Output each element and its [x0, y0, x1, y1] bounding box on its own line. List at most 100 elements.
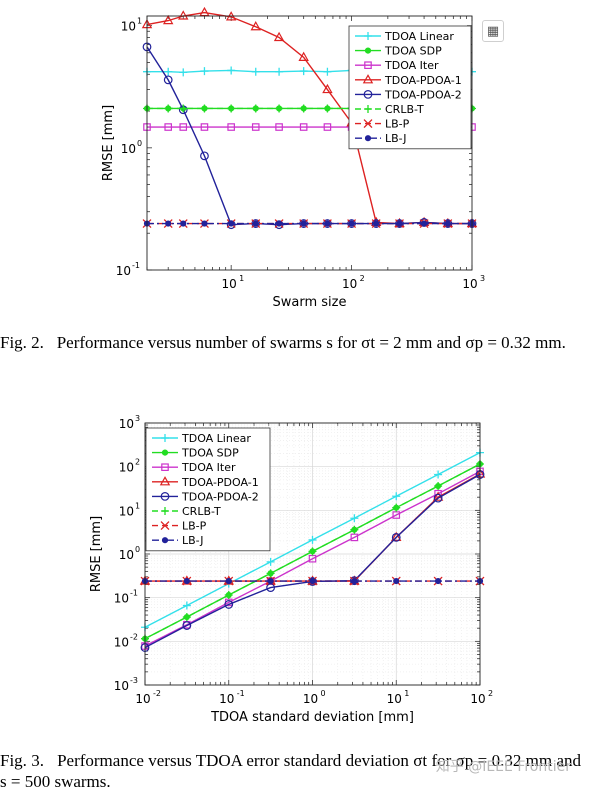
fig3-ytick-exp: -3 [130, 676, 138, 685]
fig2-point-tdoa-linear-8 [323, 67, 332, 76]
caption-fig2: Fig. 2. Performance versus number of swa… [0, 332, 581, 353]
fig2-point-crlb-t-5 [251, 104, 260, 113]
fig2-point-tdoa-pdoa-1-3 [199, 6, 210, 17]
watermark: 知乎 @IEEE Frontier [435, 759, 571, 775]
fig3-point-lb-j-4 [309, 577, 316, 585]
fig2-legend-marker-lb-p [363, 119, 373, 129]
fig2-point-crlb-t-2 [179, 104, 188, 113]
fig2-ylabel: RMSE [mm] [101, 105, 116, 181]
fig2-series-lb-p [142, 219, 477, 229]
fig3-line-crlb-t [144, 463, 481, 640]
fig3-point-tdoa-linear-3 [266, 557, 275, 566]
fig3-legend-marker-tdoa-pdoa-1 [159, 476, 171, 486]
fig2-point-tdoa-pdoa-1-8 [322, 83, 333, 94]
fig2-point-tdoa-iter-5 [251, 123, 260, 131]
fig3-xtick-label: 10 [387, 692, 402, 706]
fig3-ytick-label: 10 [114, 635, 129, 649]
fig2-legend-marker-lb-j [364, 135, 372, 142]
fig3-point-tdoa-pdoa-2-7 [433, 493, 443, 503]
fig3-legend-marker-lb-j [161, 537, 169, 544]
fig3-legend-marker-crlb-t [161, 507, 169, 515]
fig3-legend-label-crlb-t: CRLB-T [182, 505, 221, 518]
fig3-legend-box [145, 427, 271, 552]
fig2-legend-label-tdoa-pdoa-2: TDOA-PDOA-2 [384, 88, 462, 101]
fig2-point-lb-j-10 [373, 220, 380, 227]
fig3-xtick-label: 10 [219, 692, 234, 706]
fig2-ytick-exp: 0 [137, 139, 142, 148]
fig3-series-crlb-t [141, 460, 484, 643]
fig2-point-lb-j-5 [252, 220, 259, 227]
fig3-ytick-label: 10 [114, 592, 129, 606]
fig2-legend-marker-crlb-t [364, 105, 372, 113]
fig3-line-tdoa-iter [144, 470, 481, 647]
fig2-legend-marker-tdoa-pdoa-1 [362, 74, 374, 84]
fig2-point-tdoa-linear-6 [275, 67, 284, 76]
fig2-ytick-label: 10 [121, 142, 136, 156]
fig3-point-tdoa-linear-5 [350, 514, 359, 523]
fig2-point-lb-j-13 [444, 220, 451, 227]
fig3-point-lb-j-2 [225, 577, 232, 585]
fig2-point-crlb-t-1 [164, 104, 173, 113]
fig3-ytick-exp: 0 [135, 545, 140, 554]
fig3-legend-marker-tdoa-pdoa-2 [160, 491, 170, 501]
fig3-xtick-exp: 0 [321, 689, 326, 698]
fig2-tick-labels: 10 1 10 2 10 310 -110 010 1 [116, 17, 485, 291]
fig3-point-crlb-t-4 [308, 547, 317, 556]
fig3-point-crlb-t-3 [266, 569, 275, 578]
fig2-ytick-label: 10 [116, 264, 131, 278]
fig2-point-tdoa-iter-7 [299, 123, 308, 131]
caption-fig3: Fig. 3. Performance versus TDOA error st… [0, 750, 581, 792]
fig2-legend-box [348, 25, 472, 150]
caption-fig2-label: Fig. 2. [0, 333, 44, 352]
fig3-legend-marker-tdoa-sdp [161, 449, 169, 456]
fig3-point-tdoa-pdoa-2-6 [391, 532, 401, 542]
fig3-ytick-exp: 1 [135, 501, 140, 510]
fig3-point-lb-j-5 [351, 577, 358, 585]
fig2-point-tdoa-linear-2 [179, 68, 188, 77]
fig2-legend-label-tdoa-sdp: TDOA SDP [384, 45, 442, 58]
fig2-legend-label-crlb-t: CRLB-T [385, 103, 424, 116]
fig3-legend-label-tdoa-pdoa-2: TDOA-PDOA-2 [181, 490, 259, 503]
fig3-point-lb-j-7 [434, 577, 442, 585]
fig3-point-tdoa-linear-6 [392, 492, 401, 501]
fig2-point-lb-j-8 [324, 220, 331, 227]
fig2-point-tdoa-iter-6 [275, 123, 283, 131]
fig3-tick-labels: 10 -2 10 -1 10 0 10 1 10 210 -310 -210 -110 010 110 210… [114, 414, 493, 706]
fig3-series [139, 448, 486, 652]
fig3-series-lb-j [141, 577, 484, 585]
expand-icon[interactable]: ▦ [482, 20, 504, 42]
fig3-xtick-label: 10 [135, 692, 150, 706]
fig3-point-lb-j-3 [267, 577, 274, 585]
fig3-point-tdoa-linear-1 [182, 601, 191, 610]
fig2-point-lb-j-6 [275, 220, 283, 227]
fig2-point-tdoa-pdoa-2-1 [163, 75, 173, 85]
fig2-point-tdoa-pdoa-1-7 [298, 51, 309, 61]
fig3-point-tdoa-iter-5 [350, 533, 359, 542]
fig3-point-lb-j-6 [393, 577, 400, 585]
fig2-xtick-exp: 3 [480, 274, 485, 283]
fig2-point-lb-j-2 [180, 220, 187, 227]
fig3-ytick-label: 10 [119, 504, 134, 518]
fig3-point-tdoa-pdoa-1-6 [391, 531, 402, 541]
fig3-point-crlb-t-6 [392, 503, 401, 512]
fig2-xlabel: Swarm size [273, 295, 347, 310]
fig3-xlabel: TDOA standard deviation [mm] [210, 710, 414, 725]
fig3-ytick-label: 10 [114, 679, 129, 693]
fig2-legend-label-tdoa-pdoa-1: TDOA-PDOA-1 [384, 74, 462, 87]
fig3-xtick-label: 10 [303, 692, 318, 706]
fig2-legend-marker-tdoa-pdoa-2 [363, 89, 373, 99]
fig2-xtick-label: 10 [462, 277, 477, 291]
fig3-ytick-exp: 3 [135, 414, 140, 423]
fig2-ytick-exp: 1 [137, 17, 142, 26]
fig2-point-crlb-t-3 [200, 104, 209, 113]
fig2-xtick-label: 10 [342, 277, 357, 291]
fig3-ytick-exp: -1 [130, 589, 138, 598]
fig2-point-crlb-t-6 [275, 104, 284, 113]
fig3-ytick-label: 10 [119, 548, 134, 562]
caption-fig2-text: Performance versus number of swarms s fo… [56, 333, 566, 352]
fig3-point-tdoa-pdoa-2-1 [182, 621, 192, 630]
fig2-point-tdoa-iter-2 [179, 123, 188, 131]
fig2-point-tdoa-iter-1 [164, 123, 173, 131]
